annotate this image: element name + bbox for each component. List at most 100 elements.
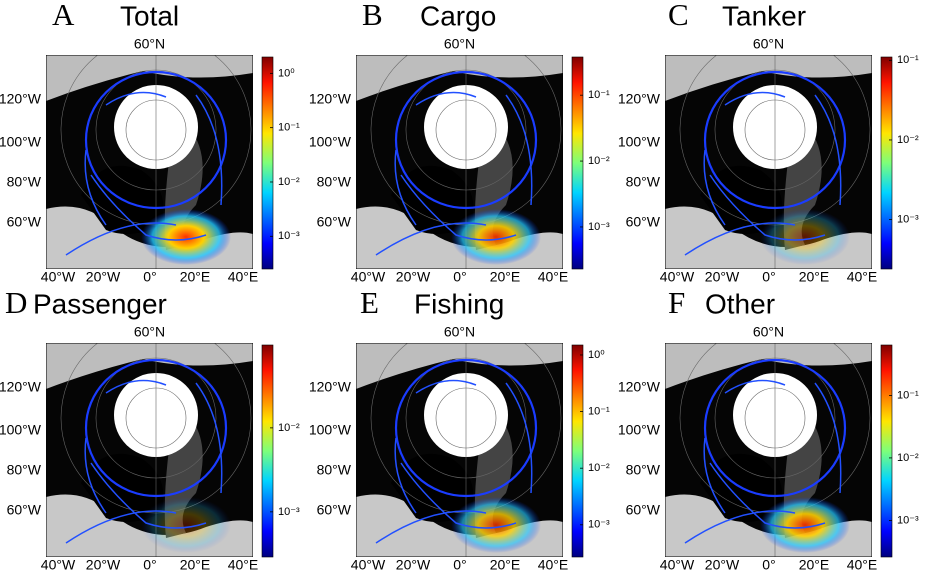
colorbar <box>880 344 893 558</box>
lat-label: 60°N <box>444 324 475 340</box>
lon-label: 20°E <box>180 269 211 285</box>
lon-label: 40°E <box>538 269 569 285</box>
land-north <box>665 343 872 389</box>
tracks <box>65 379 223 544</box>
lon-label: 40°W <box>351 557 386 573</box>
land-north <box>46 55 253 101</box>
lon-label: 20°W <box>396 269 431 285</box>
lon-label: 60°W <box>317 502 352 518</box>
lon-label: 20°E <box>799 269 830 285</box>
panel-letter: D <box>5 285 27 320</box>
lon-label: 20°W <box>396 557 431 573</box>
colorbar-tick-label: 10⁰ <box>278 67 295 79</box>
lon-label: 40°E <box>228 557 259 573</box>
lon-label: 40°W <box>660 269 695 285</box>
colorbar-tick-label: 10⁻² <box>588 462 610 474</box>
track-ring <box>703 358 847 498</box>
lon-label: 0° <box>453 269 466 285</box>
lon-label: 0° <box>762 269 775 285</box>
lon-label: 100°W <box>618 422 661 438</box>
lon-label: 80°W <box>7 462 42 478</box>
lon-label: 0° <box>143 557 156 573</box>
colorbar-tick-label: 10⁰ <box>588 349 605 361</box>
lon-label: 40°E <box>847 269 878 285</box>
map <box>356 343 563 557</box>
panel: B Cargo 60°N 120°W 100°W 80°W 60°W 40°W 20°W 0° 20… <box>309 0 610 285</box>
lon-label: 40°W <box>41 557 76 573</box>
colorbar-tick-label: 10⁻¹ <box>278 122 300 134</box>
colorbar-tick-label: 10⁻¹ <box>588 405 610 417</box>
map <box>356 55 563 269</box>
panel-title: Other <box>705 288 775 319</box>
lon-label: 40°W <box>351 269 386 285</box>
lon-label: 80°W <box>317 174 352 190</box>
lat-label: 60°N <box>753 36 784 52</box>
lon-label: 40°E <box>228 269 259 285</box>
lon-label: 120°W <box>618 91 661 107</box>
panel-title: Total <box>120 0 179 31</box>
panel: D Passenger 60°N 120°W 100°W 80°W 60°W 40°W 20°W… <box>0 285 300 573</box>
lon-label: 0° <box>143 269 156 285</box>
colorbar-tick-label: 10⁻³ <box>278 506 300 518</box>
colorbar <box>880 56 893 270</box>
land-north <box>46 343 253 389</box>
lon-label: 0° <box>762 557 775 573</box>
lat-label: 60°N <box>134 36 165 52</box>
lon-label: 40°E <box>538 557 569 573</box>
map <box>46 343 253 557</box>
panel-letter: A <box>52 0 75 32</box>
lon-label: 120°W <box>309 91 352 107</box>
lat-label: 60°N <box>134 324 165 340</box>
colorbar-tick-label: 10⁻¹ <box>588 89 610 101</box>
lon-label: 100°W <box>618 134 661 150</box>
tracks <box>684 91 842 256</box>
panel-title: Tanker <box>722 0 806 31</box>
lon-label: 120°W <box>618 379 661 395</box>
colorbar-tick-label: 10⁻² <box>278 422 300 434</box>
map <box>46 55 253 269</box>
track-ring <box>394 358 538 498</box>
panel-letter: E <box>360 285 379 320</box>
tracks <box>375 91 533 256</box>
lon-label: 20°E <box>180 557 211 573</box>
lon-label: 120°W <box>0 91 42 107</box>
lon-label: 40°E <box>847 557 878 573</box>
lon-label: 0° <box>453 557 466 573</box>
lon-label: 100°W <box>0 134 42 150</box>
tracks <box>65 91 223 256</box>
colorbar-tick-label: 10⁻³ <box>588 221 610 233</box>
colorbar-tick-label: 10⁻² <box>278 176 300 188</box>
lon-label: 80°W <box>7 174 42 190</box>
panel: E Fishing 60°N 120°W 100°W 80°W 60°W 40°W 20°W 0°… <box>309 285 610 573</box>
lon-label: 20°E <box>490 269 521 285</box>
lon-label: 20°E <box>490 557 521 573</box>
panel: A Total 60°N 120°W 100°W 80°W 60°W 40°W 20°W 0° 20… <box>0 0 300 285</box>
lon-label: 40°W <box>41 269 76 285</box>
colorbar-tick-label: 10⁻² <box>897 134 919 146</box>
lon-label: 40°W <box>660 557 695 573</box>
track-ring <box>84 70 228 210</box>
panel-letter: F <box>668 285 685 320</box>
track-ring <box>84 358 228 498</box>
lon-label: 100°W <box>0 422 42 438</box>
lon-label: 20°W <box>705 269 740 285</box>
colorbar-tick-label: 10⁻² <box>588 155 610 167</box>
lon-label: 120°W <box>0 379 42 395</box>
lon-label: 60°W <box>317 214 352 230</box>
map <box>665 55 872 269</box>
lon-label: 20°W <box>86 269 121 285</box>
lon-label: 60°W <box>626 502 661 518</box>
colorbar-tick-label: 10⁻³ <box>897 514 919 526</box>
colorbar-tick-label: 10⁻³ <box>278 230 300 242</box>
lon-label: 80°W <box>317 462 352 478</box>
colorbar-tick-label: 10⁻³ <box>588 519 610 531</box>
lon-label: 60°W <box>7 502 42 518</box>
track-ring <box>394 70 538 210</box>
tracks <box>684 379 842 544</box>
panel: F Other 60°N 120°W 100°W 80°W 60°W 40°W 20°W 0° 20… <box>618 285 919 573</box>
land-north <box>356 343 563 389</box>
map <box>665 343 872 557</box>
colorbar-tick-label: 10⁻¹ <box>897 389 919 401</box>
colorbar-tick-label: 10⁻³ <box>897 214 919 226</box>
